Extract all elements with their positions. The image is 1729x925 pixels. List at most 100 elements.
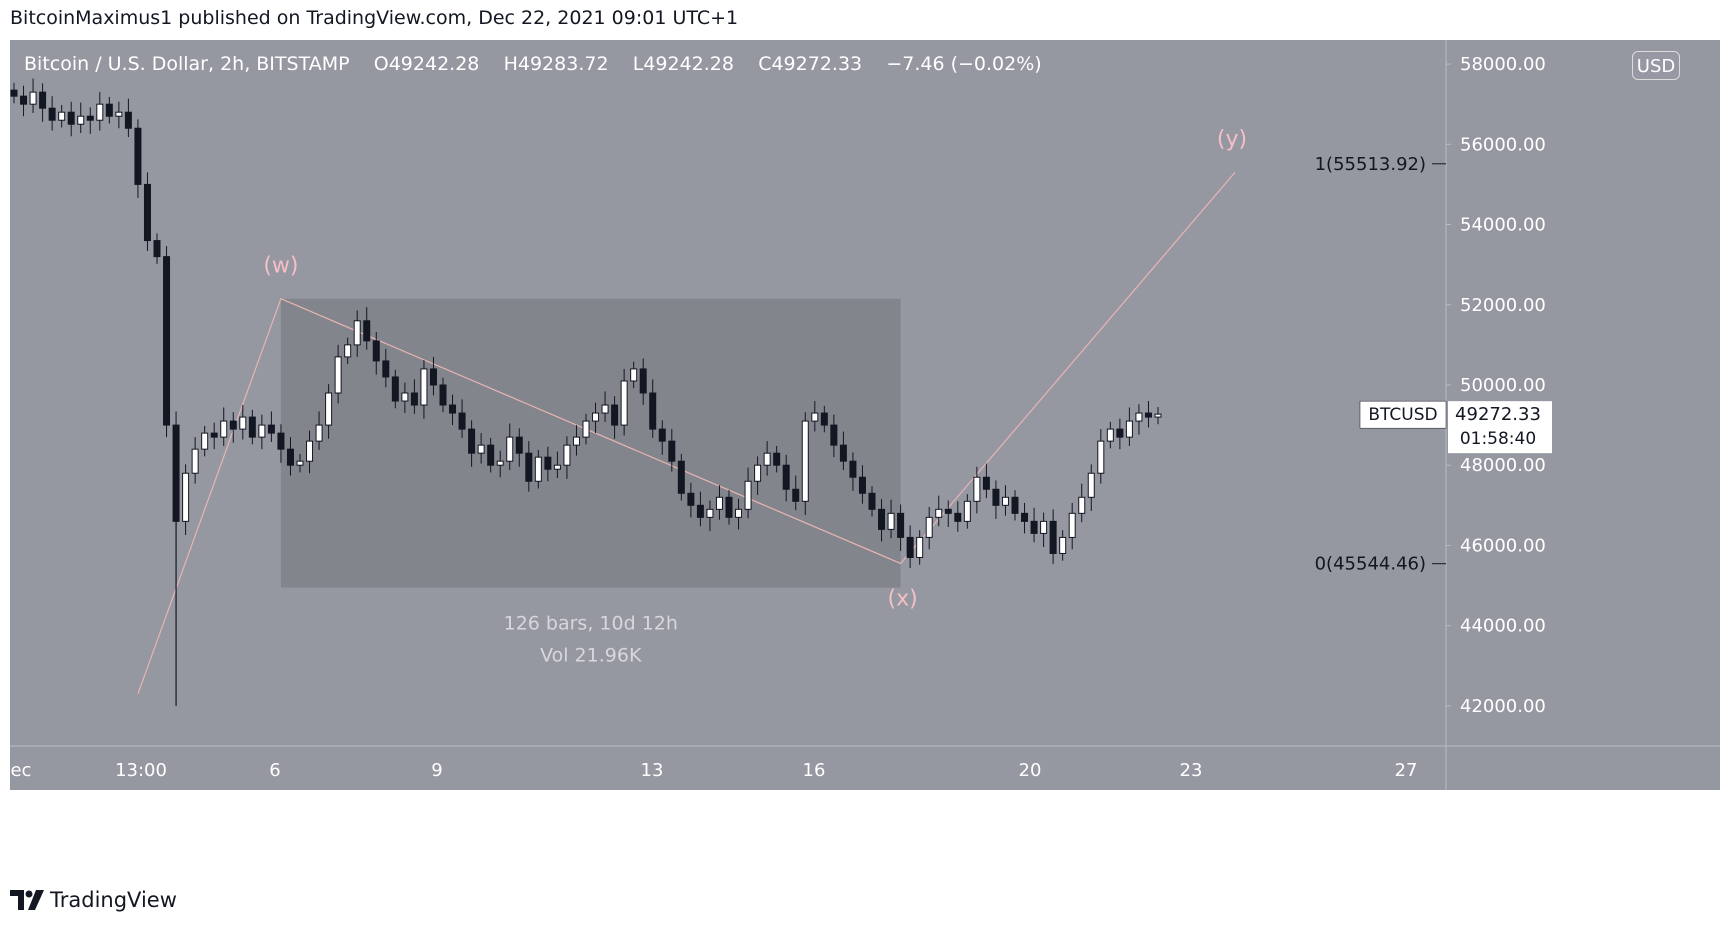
candle-body: [210, 432, 218, 438]
candle-body: [296, 460, 304, 466]
current-price-label: 49272.33: [1455, 404, 1541, 425]
candle-body: [658, 428, 666, 442]
x-tick-label: 16: [803, 760, 826, 781]
candle-body: [1087, 472, 1095, 498]
candle-body: [115, 111, 123, 117]
y-tick-label: 44000.00: [1460, 616, 1546, 637]
close-label: C: [758, 53, 772, 75]
candle-body: [239, 416, 247, 430]
candle-body: [992, 488, 1000, 506]
candle-body: [706, 508, 714, 518]
candle-body: [735, 508, 743, 518]
candle-body: [58, 111, 66, 121]
candle-body: [1106, 428, 1114, 442]
candle-body: [458, 412, 466, 430]
candle-body: [1011, 496, 1019, 514]
chart-panel[interactable]: 126 bars, 10d 12h Vol 21.96K (w) (x) (y) 1(55…: [10, 40, 1720, 870]
y-tick-label: 46000.00: [1460, 535, 1546, 556]
candle-body: [868, 492, 876, 510]
low-label: L: [632, 53, 644, 75]
candle-body: [534, 456, 542, 482]
candle-body: [553, 464, 561, 470]
candle-body: [29, 91, 37, 105]
current-price-box: [1448, 401, 1552, 454]
candle-body: [1040, 520, 1048, 534]
candle-body: [725, 496, 733, 518]
candle-body: [715, 496, 723, 510]
candle-body: [10, 89, 18, 97]
measure-volume-label: Vol 21.96K: [540, 645, 642, 667]
candle-body: [601, 404, 609, 414]
candle-body: [105, 103, 113, 117]
candle-body: [592, 412, 600, 422]
symbol-description: Bitcoin / U.S. Dollar, 2h, BITSTAMP: [24, 53, 350, 75]
candle-body: [420, 368, 428, 406]
candle-body: [286, 448, 294, 466]
y-tick-label: 42000.00: [1460, 696, 1546, 717]
candle-body: [372, 340, 380, 362]
candle-body: [544, 456, 552, 470]
candle-body: [687, 492, 695, 506]
measure-range-box: [280, 298, 901, 588]
candle-body: [258, 424, 266, 438]
open-label: O: [373, 53, 389, 75]
candle-body: [48, 107, 56, 121]
candle-body: [849, 460, 857, 478]
candle-body: [668, 440, 676, 462]
candle-body: [630, 368, 638, 382]
candle-body: [973, 476, 981, 502]
candle-body: [1154, 413, 1162, 418]
candle-body: [506, 436, 514, 462]
candle-body: [954, 512, 962, 522]
candle-body: [906, 536, 914, 558]
x-tick-label: 9: [431, 760, 442, 781]
wave-label-w: (w): [263, 254, 298, 279]
wave-label-y: (y): [1217, 127, 1247, 152]
candle-body: [201, 432, 209, 450]
measure-bars-label: 126 bars, 10d 12h: [504, 613, 678, 635]
candle-body: [86, 115, 94, 121]
candle-body: [77, 115, 85, 125]
candle-body: [124, 111, 132, 129]
candle-body: [696, 504, 704, 518]
candle-body: [468, 428, 476, 454]
candle-body: [792, 488, 800, 502]
x-tick-label: 13:00: [115, 760, 167, 781]
candle-body: [782, 464, 790, 490]
candle-body: [439, 384, 447, 406]
candle-body: [1068, 512, 1076, 538]
candle-body: [897, 512, 905, 538]
candle-body: [801, 420, 809, 502]
candle-body: [353, 320, 361, 346]
candle-body: [344, 344, 352, 358]
candle-body: [620, 380, 628, 426]
price-chart[interactable]: 126 bars, 10d 12h Vol 21.96K (w) (x) (y) 1(55…: [10, 40, 1720, 870]
candle-body: [1001, 496, 1009, 506]
candle-body: [429, 368, 437, 386]
candle-body: [1125, 420, 1133, 438]
currency-badge[interactable]: USD: [1632, 51, 1680, 80]
candle-body: [935, 508, 943, 518]
candle-body: [639, 368, 647, 394]
candle-body: [487, 444, 495, 466]
x-tick-label: 20: [1019, 760, 1042, 781]
candle-body: [1097, 440, 1105, 474]
candle-body: [572, 436, 580, 446]
candle-body: [306, 440, 314, 462]
candle-body: [677, 460, 685, 494]
y-tick-label: 54000.00: [1460, 215, 1546, 236]
y-tick-label: 50000.00: [1460, 375, 1546, 396]
candle-body: [1135, 412, 1143, 422]
candle-body: [1049, 520, 1057, 554]
candle-body: [96, 103, 104, 121]
candle-body: [925, 516, 933, 538]
footer-brand: TradingView: [10, 888, 177, 912]
candle-body: [153, 240, 161, 258]
candle-body: [449, 404, 457, 414]
y-tick-label: 48000.00: [1460, 455, 1546, 476]
x-tick-label: Dec: [10, 760, 31, 781]
candle-body: [830, 424, 838, 446]
close-value: 49272.33: [771, 53, 863, 75]
candle-body: [1116, 428, 1124, 438]
elliptical-wave-path: [137, 171, 1236, 695]
